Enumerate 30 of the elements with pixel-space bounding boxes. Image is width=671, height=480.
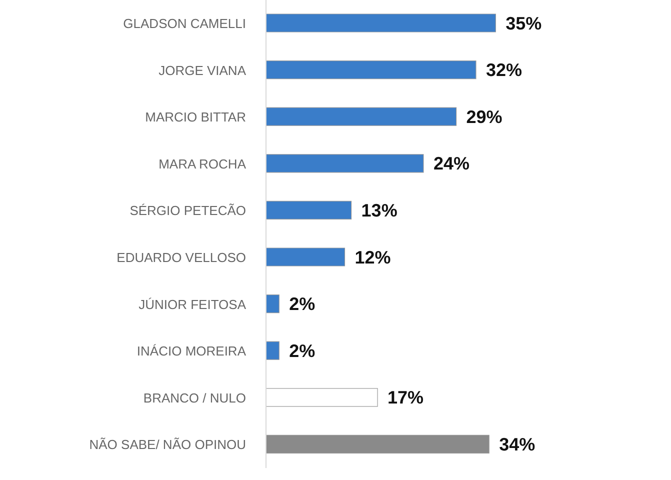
data-label: 34%: [499, 434, 536, 454]
data-label: 2%: [289, 340, 316, 361]
y-tick-label: EDUARDO VELLOSO: [116, 250, 246, 266]
y-tick-label: MARCIO BITTAR: [145, 110, 246, 125]
bar: [266, 248, 346, 266]
data-label: 12%: [354, 247, 391, 268]
bar: [266, 14, 496, 32]
y-tick-label: SÉRGIO PETECÃO: [130, 203, 246, 218]
data-label: 35%: [506, 13, 542, 34]
data-label: 32%: [486, 60, 522, 80]
y-tick-label: INÁCIO MOREIRA: [136, 344, 246, 359]
y-tick-label: NÃO SABE/ NÃO OPINOU: [89, 437, 246, 452]
data-label: 29%: [466, 106, 502, 127]
data-label: 24%: [433, 154, 470, 174]
data-label: 13%: [361, 200, 398, 220]
data-label: 17%: [388, 388, 424, 408]
bar: [266, 60, 476, 80]
y-tick-label: JÚNIOR FEITOSA: [138, 296, 246, 312]
bar: [266, 107, 457, 126]
bar: [266, 388, 378, 407]
y-tick-label: MARA ROCHA: [158, 156, 246, 172]
bar: [266, 154, 424, 173]
y-tick-label: GLADSON CAMELLI: [123, 16, 246, 32]
y-tick-label: BRANCO / NULO: [143, 390, 246, 406]
y-tick-label: JORGE VIANA: [158, 62, 246, 78]
data-label: 2%: [289, 294, 316, 314]
bar: [266, 434, 490, 454]
bar: [266, 200, 352, 220]
bar: [266, 294, 280, 314]
bar: [266, 341, 280, 360]
